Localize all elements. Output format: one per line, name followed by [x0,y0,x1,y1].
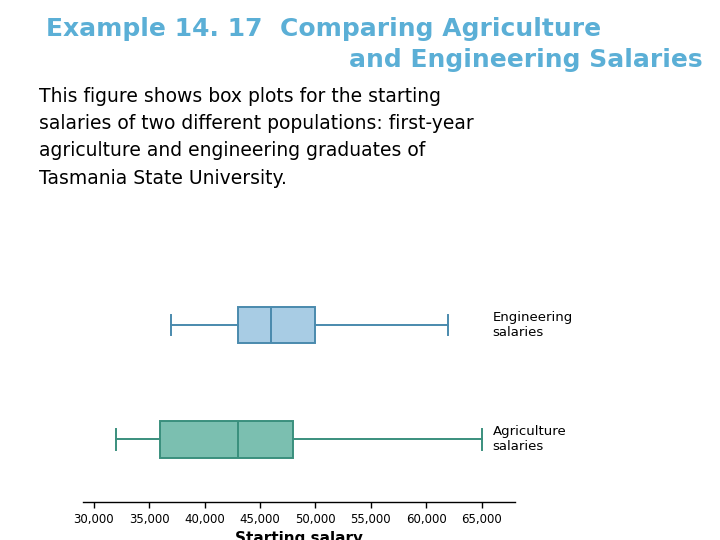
Bar [238,307,315,343]
X-axis label: Starting salary: Starting salary [235,531,363,540]
Text: Example 14. 17  Comparing Agriculture: Example 14. 17 Comparing Agriculture [46,17,601,41]
Text: Engineering
salaries: Engineering salaries [492,311,573,339]
Text: Agriculture
salaries: Agriculture salaries [492,426,567,453]
Text: and Engineering Salaries: and Engineering Salaries [348,48,703,72]
Text: This figure shows box plots for the starting
salaries of two different populatio: This figure shows box plots for the star… [39,87,474,188]
Bar [161,421,293,457]
